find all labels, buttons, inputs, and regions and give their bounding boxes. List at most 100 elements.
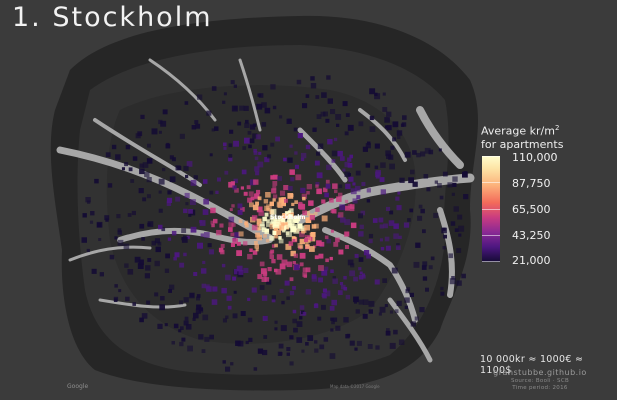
- heat-cell: [345, 294, 351, 300]
- heat-cell: [286, 296, 290, 300]
- heat-cell: [368, 239, 373, 244]
- heat-cell: [224, 170, 229, 175]
- heat-cell: [171, 341, 175, 345]
- heat-cell: [302, 210, 307, 216]
- heat-cell: [174, 252, 180, 258]
- heat-cell: [257, 161, 264, 168]
- heat-cell: [314, 255, 319, 260]
- heat-cell: [269, 201, 274, 207]
- heat-cell: [386, 153, 392, 159]
- heat-cell: [111, 144, 117, 150]
- heat-cell: [393, 233, 399, 239]
- heat-cell: [315, 207, 320, 212]
- heat-cell: [324, 235, 329, 240]
- heat-cell: [261, 295, 268, 301]
- heat-cell: [340, 217, 346, 223]
- heat-cell: [443, 234, 447, 239]
- heat-cell: [256, 206, 263, 213]
- heat-cell: [334, 189, 338, 194]
- heat-cell: [318, 253, 324, 259]
- heat-cell: [263, 199, 269, 204]
- heat-cell: [181, 337, 186, 342]
- heat-cell: [138, 188, 144, 194]
- heat-cell: [326, 75, 331, 80]
- heat-cell: [195, 123, 201, 129]
- heat-cell: [117, 228, 122, 232]
- heat-cell: [162, 167, 166, 172]
- heat-cell: [367, 344, 373, 349]
- heat-cell: [378, 217, 384, 223]
- heat-cell: [349, 204, 355, 209]
- heat-cell: [354, 185, 361, 192]
- heat-cell: [261, 276, 267, 282]
- heat-cell: [275, 218, 280, 224]
- heat-cell: [241, 169, 247, 175]
- heat-cell: [272, 105, 277, 110]
- heat-cell: [307, 335, 314, 341]
- heat-cell: [230, 362, 234, 366]
- heat-cell: [362, 273, 366, 277]
- heat-cell: [457, 214, 463, 220]
- heat-cell: [240, 311, 246, 316]
- heat-cell: [230, 242, 235, 247]
- heat-cell: [366, 188, 371, 193]
- heat-cell: [453, 206, 459, 212]
- heat-cell: [278, 238, 284, 244]
- heat-cell: [216, 229, 222, 236]
- heat-cell: [421, 265, 427, 270]
- heat-cell: [238, 219, 243, 223]
- heat-cell: [314, 340, 318, 344]
- heat-cell: [358, 275, 364, 280]
- heat-cell: [299, 238, 305, 245]
- heat-cell: [389, 163, 395, 170]
- heat-cell: [398, 339, 405, 345]
- heat-cell: [271, 259, 276, 264]
- heat-cell: [154, 238, 160, 244]
- heat-cell: [248, 337, 253, 342]
- heat-cell: [368, 233, 374, 239]
- heat-cell: [227, 305, 232, 310]
- heat-cell: [278, 343, 284, 349]
- heat-cell: [253, 367, 258, 371]
- heat-cell: [151, 240, 157, 246]
- heat-cell: [167, 190, 172, 195]
- heat-cell: [352, 182, 356, 186]
- heat-cell: [236, 250, 242, 256]
- heat-cell: [230, 80, 235, 85]
- heat-cell: [211, 299, 218, 305]
- heat-cell: [347, 259, 354, 266]
- heat-cell: [265, 192, 271, 198]
- heat-cell: [147, 258, 152, 262]
- heat-cell: [142, 197, 147, 202]
- heat-cell: [160, 296, 165, 301]
- heat-cell: [318, 277, 323, 283]
- heat-cell: [329, 256, 333, 261]
- heat-cell: [166, 197, 173, 203]
- heat-cell: [344, 171, 350, 177]
- heat-cell: [412, 181, 418, 187]
- heat-cell: [312, 128, 316, 132]
- heat-cell: [245, 119, 249, 124]
- heat-cell: [158, 119, 163, 125]
- heat-cell: [115, 154, 121, 160]
- heat-cell: [247, 130, 252, 135]
- heat-cell: [347, 124, 354, 131]
- heat-cell: [179, 341, 184, 347]
- heat-cell: [137, 263, 144, 269]
- heat-cell: [404, 297, 410, 303]
- heat-cell: [362, 275, 366, 279]
- heat-cell: [294, 164, 299, 169]
- heat-cell: [319, 241, 325, 247]
- heat-cell: [358, 267, 362, 271]
- heat-cell: [271, 216, 277, 223]
- heat-cell: [199, 307, 203, 312]
- heat-cell: [369, 88, 376, 95]
- heat-cell: [249, 248, 253, 252]
- heat-cell: [309, 246, 315, 252]
- heat-cell: [332, 276, 336, 280]
- heat-cell: [252, 250, 258, 255]
- heat-cell: [422, 276, 428, 281]
- heat-cell: [343, 286, 348, 291]
- heat-cell: [295, 174, 302, 181]
- heat-cell: [284, 198, 288, 203]
